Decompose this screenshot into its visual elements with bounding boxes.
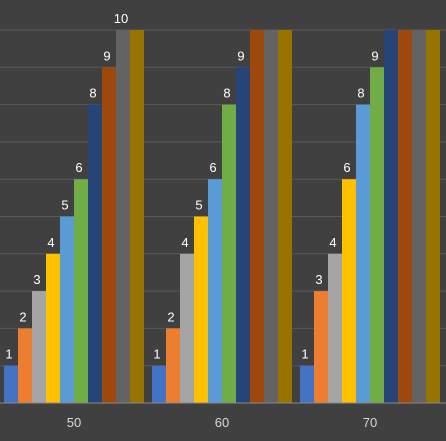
bar-series-3-50 xyxy=(32,291,46,403)
bar-series-5-60 xyxy=(208,179,222,403)
data-label: 6 xyxy=(75,160,82,175)
data-label: 10 xyxy=(114,11,128,26)
bar-series-4-50 xyxy=(46,253,60,403)
bars xyxy=(4,30,440,404)
data-label: 4 xyxy=(47,235,54,250)
x-tick-label: 50 xyxy=(67,415,81,430)
data-label: 3 xyxy=(315,272,322,287)
x-axis-ticks: 50 60 70 xyxy=(67,415,377,430)
data-label: 1 xyxy=(153,347,160,362)
data-label: 3 xyxy=(33,272,40,287)
data-label: 5 xyxy=(195,198,202,213)
bar-series-5-50 xyxy=(60,216,74,403)
bar-series-1-60 xyxy=(152,365,166,403)
data-label: 9 xyxy=(237,48,244,63)
bar-series-1-70 xyxy=(300,365,314,403)
x-tick-label: 60 xyxy=(215,415,229,430)
data-label: 8 xyxy=(357,86,364,101)
bar-series-7-70 xyxy=(384,30,398,403)
bar-series-3-70 xyxy=(328,253,342,403)
data-label: 9 xyxy=(103,48,110,63)
bar-series-7-60 xyxy=(236,67,250,404)
bar-series-2-50 xyxy=(18,328,32,403)
x-tick-label: 70 xyxy=(363,415,377,430)
data-labels: 1 1 1 2 2 3 3 4 4 4 5 6 5 6 8 6 8 9 8 9 9 10 xyxy=(5,11,378,362)
data-label: 1 xyxy=(301,347,308,362)
bar-series-6-70 xyxy=(370,67,384,404)
bar-series-2-70 xyxy=(314,291,328,403)
bar-series-10-70 xyxy=(426,30,440,403)
bar-series-5-70 xyxy=(356,104,370,403)
bar-series-1-50 xyxy=(4,365,18,403)
bar-series-8-50 xyxy=(102,67,116,404)
bar-series-9-70 xyxy=(412,30,426,403)
bar-series-4-70 xyxy=(342,179,356,403)
bar-series-4-60 xyxy=(194,216,208,403)
bar-series-7-50 xyxy=(88,104,102,403)
bar-series-2-60 xyxy=(166,328,180,403)
bar-series-9-60 xyxy=(264,30,278,403)
data-label: 6 xyxy=(209,160,216,175)
data-label: 4 xyxy=(329,235,336,250)
data-label: 6 xyxy=(343,160,350,175)
data-label: 8 xyxy=(223,86,230,101)
bar-series-6-60 xyxy=(222,104,236,403)
data-label: 9 xyxy=(371,48,378,63)
bar-series-10-60 xyxy=(278,30,292,403)
bar-series-8-70 xyxy=(398,30,412,403)
data-label: 2 xyxy=(167,309,174,324)
bar-series-3-60 xyxy=(180,253,194,403)
bar-series-10-50 xyxy=(130,30,144,403)
data-label: 1 xyxy=(5,347,12,362)
data-label: 8 xyxy=(89,86,96,101)
data-label: 4 xyxy=(181,235,188,250)
data-label: 5 xyxy=(61,198,68,213)
bar-series-9-50 xyxy=(116,30,130,403)
bar-series-8-60 xyxy=(250,30,264,403)
bar-series-6-50 xyxy=(74,179,88,403)
data-label: 2 xyxy=(19,309,26,324)
